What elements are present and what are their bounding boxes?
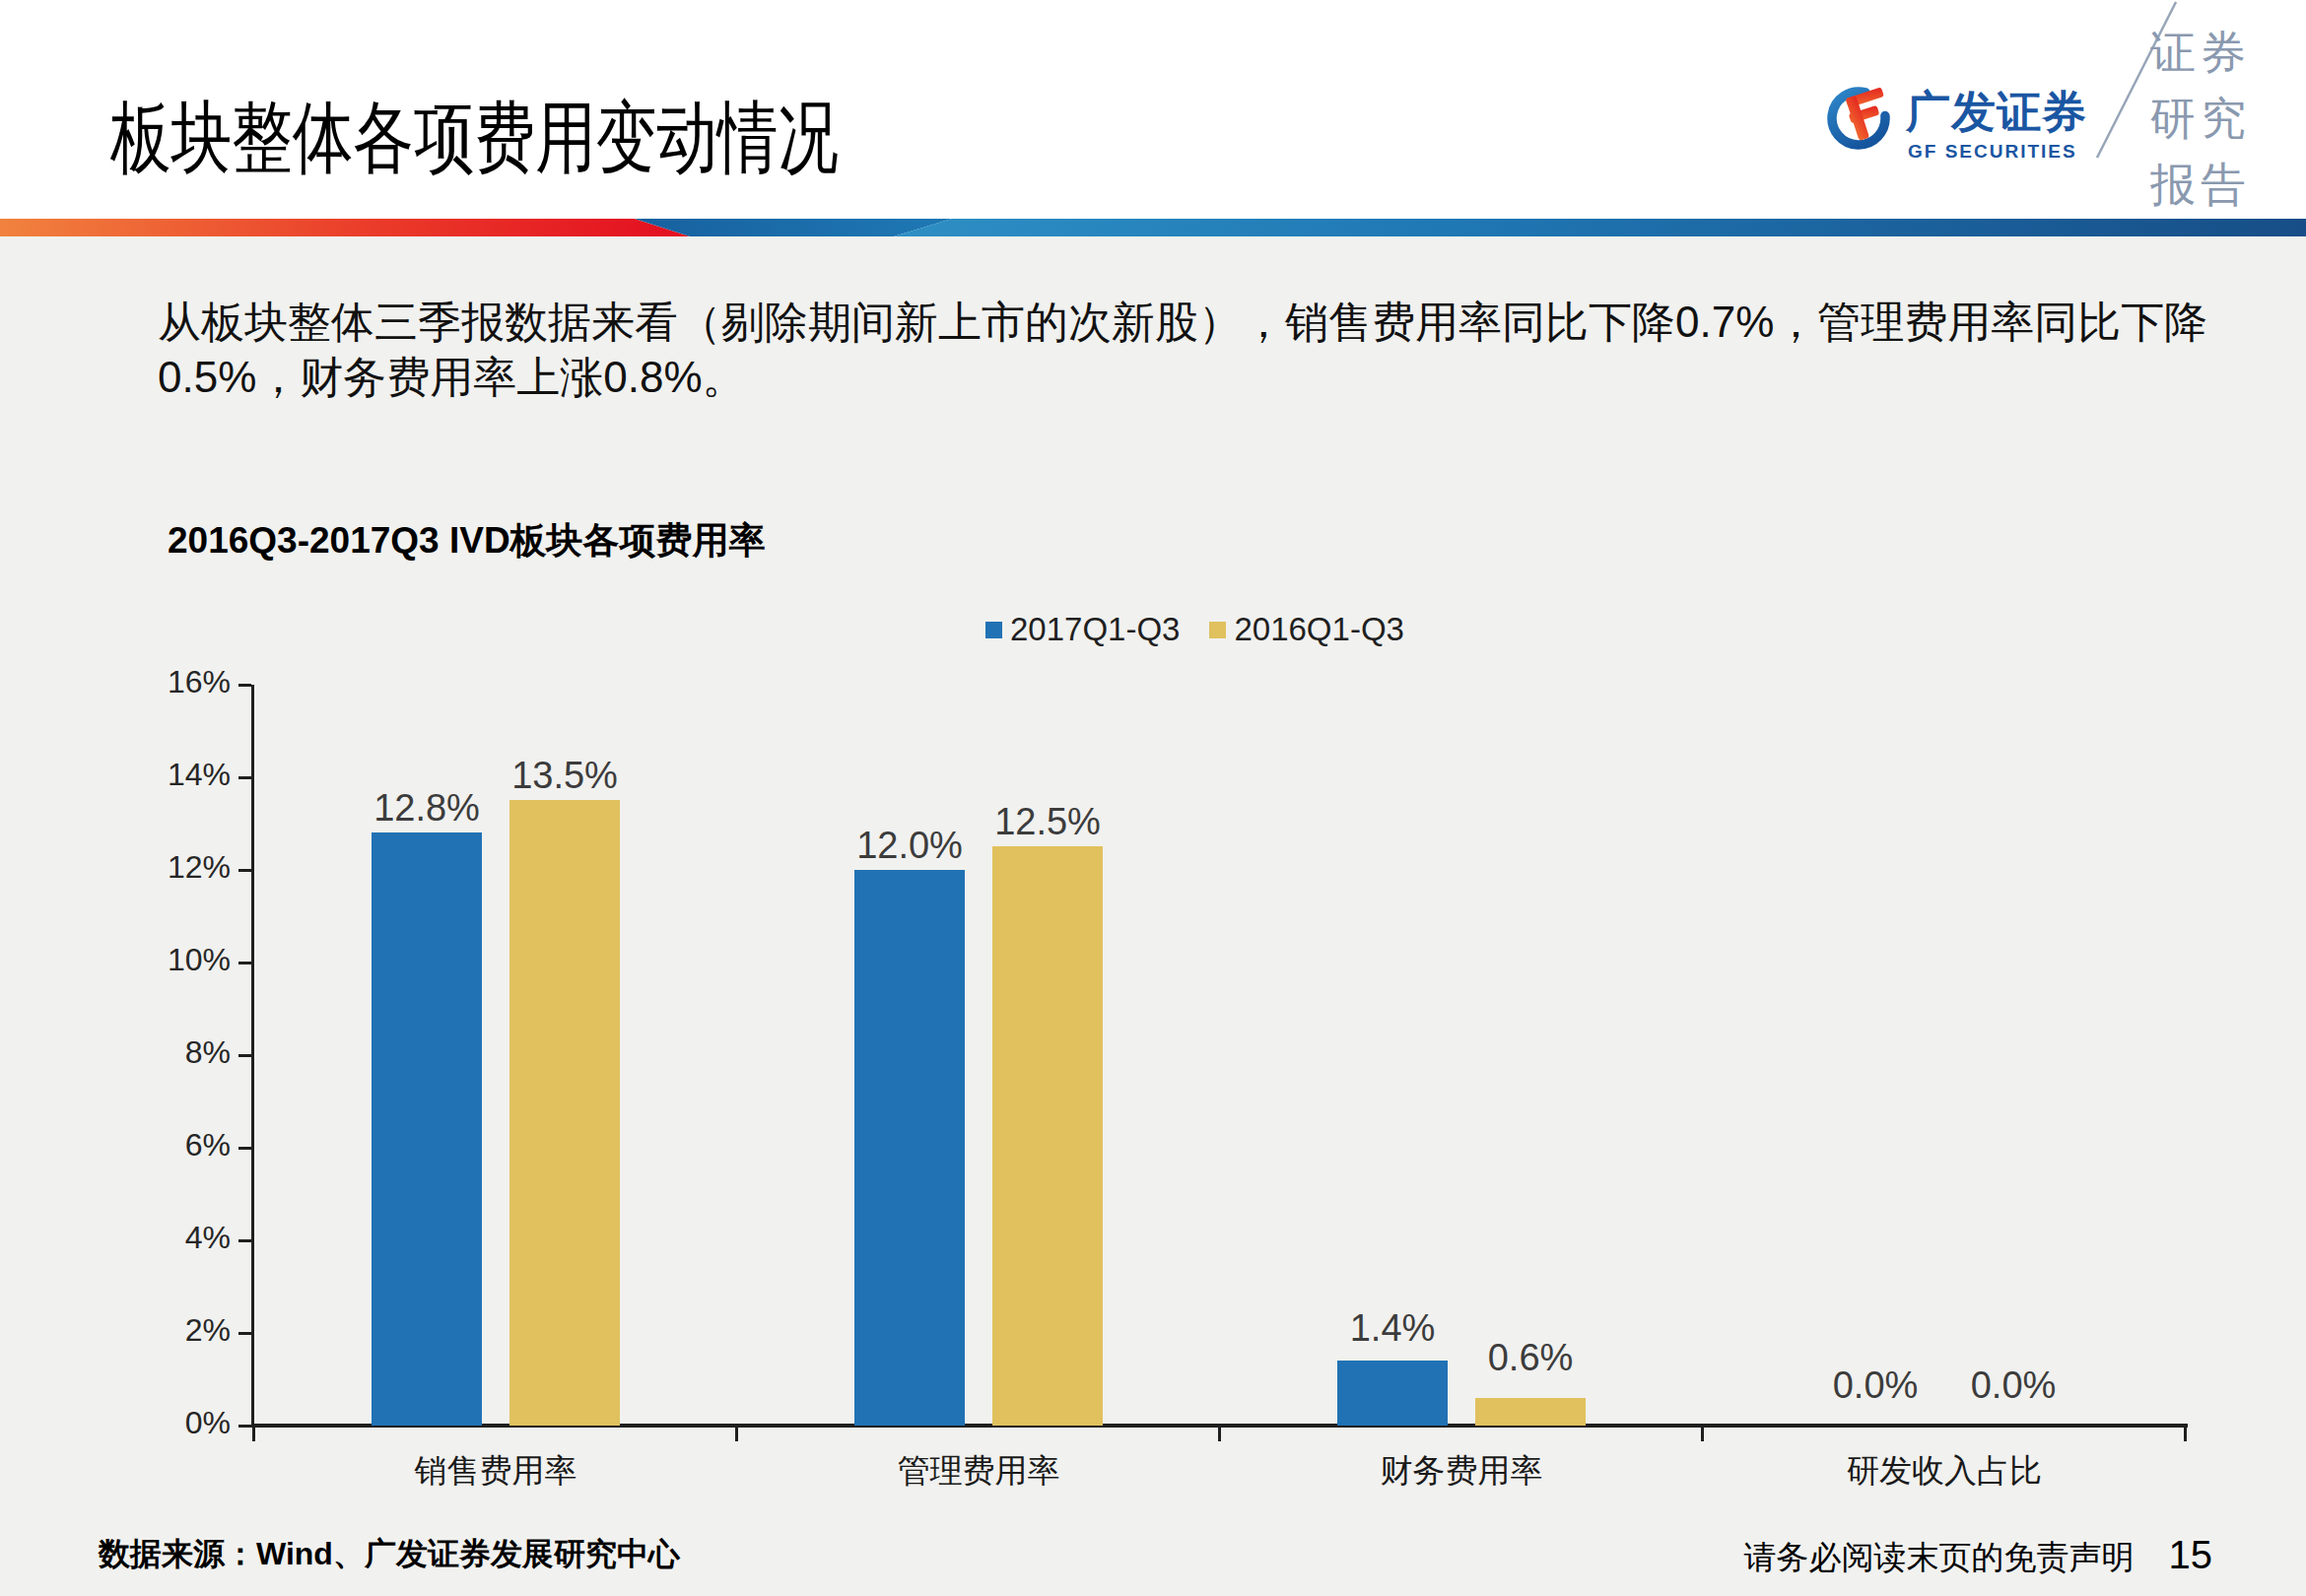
data-source-note: 数据来源：Wind、广发证券发展研究中心 [99,1533,680,1576]
chart-legend: 2017Q1-Q3 2016Q1-Q3 [985,611,1404,648]
logo-slash-divider [0,0,2306,236]
chart-title: 2016Q3-2017Q3 IVD板块各项费用率 [168,516,766,565]
body-line-2: 0.5%，财务费用率上涨0.8%。 [158,350,2207,405]
disclaimer-text: 请务必阅读末页的免责声明 [1744,1536,2135,1580]
slide-page: 板块整体各项费用变动情况 广发证券 GF SECURITIES 证券研究报告 [0,0,2306,1596]
legend-swatch [1209,622,1226,638]
legend-item: 2016Q1-Q3 [1209,611,1403,648]
body-line-1: 从板块整体三季报数据来看（剔除期间新上市的次新股），销售费用率同比下降0.7%，… [158,295,2207,350]
body-paragraph: 从板块整体三季报数据来看（剔除期间新上市的次新股），销售费用率同比下降0.7%，… [158,295,2207,405]
divider-lightblue-segment [894,219,2306,236]
title-divider-bar [0,219,2306,236]
slide-lower-background [0,236,2306,1596]
legend-label: 2016Q1-Q3 [1234,611,1403,648]
divider-red-segment [0,219,690,236]
legend-swatch [985,622,1002,638]
legend-item: 2017Q1-Q3 [985,611,1180,648]
report-type-vertical-label: 证券研究报告 [2150,20,2278,218]
page-number: 15 [2169,1533,2213,1577]
legend-label: 2017Q1-Q3 [1010,611,1180,648]
disclaimer-note: 请务必阅读末页的免责声明 15 [1744,1533,2213,1580]
